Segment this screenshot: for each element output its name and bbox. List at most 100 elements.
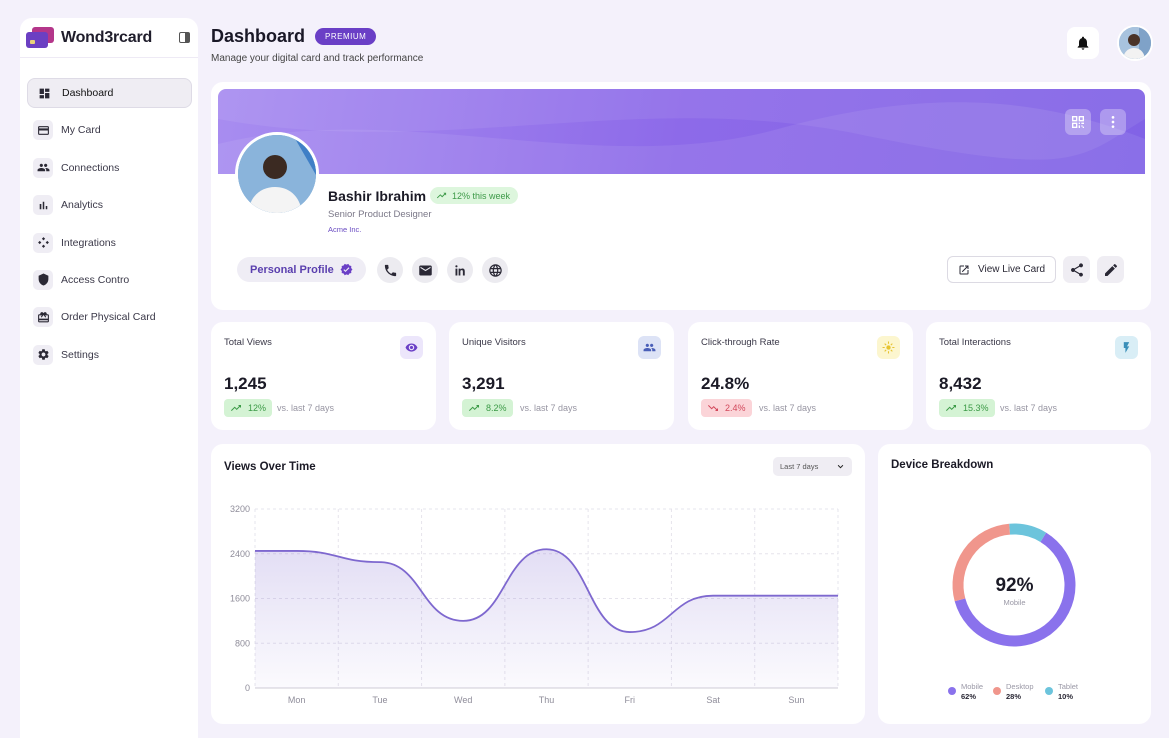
- page-subtitle: Manage your digital card and track perfo…: [211, 53, 424, 64]
- qr-code-icon: [1072, 116, 1084, 128]
- profile-card: Bashir Ibrahim 12% this week Senior Prod…: [211, 82, 1151, 310]
- brand-logo-icon: [26, 26, 54, 49]
- y-tick-label: 0: [245, 683, 250, 693]
- linkedin-button[interactable]: [447, 257, 473, 283]
- sidebar-item-analytics[interactable]: Analytics: [27, 190, 192, 220]
- brand-name: Wond3rcard: [61, 28, 153, 46]
- phone-button[interactable]: [377, 257, 403, 283]
- stat-card-unique-visitors: Unique Visitors 3,291 8.2% vs. last 7 da…: [449, 322, 674, 430]
- weekly-growth-badge: 12% this week: [430, 187, 519, 204]
- stat-change-badge: 8.2%: [462, 399, 513, 417]
- bell-icon: [1077, 36, 1089, 50]
- stat-change-value: 15.3%: [963, 403, 989, 413]
- sidebar-item-settings[interactable]: Settings: [27, 340, 192, 370]
- device-donut-chart: [952, 523, 1076, 647]
- device-breakdown-card: Device Breakdown 92% Mobile Mobile 62% De…: [878, 444, 1151, 724]
- stat-change-badge: 12%: [224, 399, 273, 417]
- sidebar-item-label: Access Contro: [61, 273, 130, 286]
- page-title: Dashboard: [211, 26, 306, 46]
- stat-comparison: vs. last 7 days: [520, 403, 578, 413]
- donut-segment-desktop: [952, 523, 1011, 602]
- bar-chart-icon: [33, 195, 53, 216]
- verified-icon: [340, 263, 353, 276]
- email-button[interactable]: [412, 257, 438, 283]
- phone-icon: [384, 264, 396, 276]
- profile-type-label: Personal Profile: [250, 263, 334, 276]
- stat-label: Total Interactions: [939, 337, 1011, 348]
- more-options-button[interactable]: [1100, 109, 1126, 135]
- website-button[interactable]: [482, 257, 508, 283]
- qr-code-button[interactable]: [1065, 109, 1091, 135]
- sidebar-item-label: Settings: [61, 348, 99, 361]
- sidebar-item-access-control[interactable]: Access Contro: [27, 265, 192, 295]
- edit-button[interactable]: [1097, 256, 1124, 283]
- shield-icon: [33, 269, 53, 290]
- legend-dot: [1045, 687, 1053, 695]
- date-range-select[interactable]: Last 7 days: [773, 457, 852, 476]
- sidebar-item-label: Integrations: [61, 236, 116, 249]
- donut-segment-tablet: [1009, 523, 1047, 543]
- sidebar-item-label: Dashboard: [62, 87, 114, 99]
- stat-change-badge: 15.3%: [939, 399, 995, 417]
- premium-badge: PREMIUM: [315, 28, 377, 45]
- stat-change-value: 8.2%: [486, 403, 507, 413]
- profile-company[interactable]: Acme Inc.: [328, 225, 362, 234]
- view-live-card-label: View Live Card: [978, 264, 1046, 275]
- share-icon: [1070, 262, 1083, 277]
- sidebar-item-order-physical-card[interactable]: Order Physical Card: [27, 302, 192, 332]
- x-tick-label: Mon: [288, 695, 306, 705]
- chevron-down-icon: [837, 464, 844, 469]
- profile-type-badge[interactable]: Personal Profile: [237, 257, 366, 282]
- x-tick-label: Sun: [788, 695, 804, 705]
- profile-name: Bashir Ibrahim: [328, 188, 427, 204]
- stat-value: 3,291: [462, 374, 505, 393]
- profile-banner: [218, 89, 1145, 174]
- sidebar-item-label: Analytics: [61, 199, 104, 212]
- stat-card-total-views: Total Views 1,245 12% vs. last 7 days: [211, 322, 436, 430]
- legend-value: 62%: [961, 692, 977, 701]
- area-fill: [255, 549, 838, 688]
- external-link-icon: [959, 265, 969, 274]
- stat-comparison: vs. last 7 days: [277, 403, 335, 413]
- sidebar-item-my-card[interactable]: My Card: [27, 115, 192, 145]
- stat-label: Click-through Rate: [701, 337, 780, 348]
- bolt-icon: [1115, 336, 1138, 359]
- sidebar-item-label: Connections: [61, 161, 120, 174]
- y-tick-label: 3200: [230, 504, 250, 514]
- device-title: Device Breakdown: [891, 459, 994, 471]
- date-range-value: Last 7 days: [780, 462, 819, 471]
- people-icon: [33, 157, 53, 178]
- share-button[interactable]: [1063, 256, 1090, 283]
- integrations-icon: [33, 232, 53, 253]
- stat-card-total-interactions: Total Interactions 8,432 15.3% vs. last …: [926, 322, 1151, 430]
- legend-item-mobile: Mobile 62%: [948, 682, 983, 702]
- page-header: Dashboard PREMIUM Manage your digital ca…: [211, 26, 423, 64]
- user-avatar[interactable]: [1117, 25, 1153, 61]
- stat-change-badge: 2.4%: [701, 399, 752, 417]
- sidebar-item-label: Order Physical Card: [61, 311, 156, 324]
- weekly-growth-text: 12% this week: [452, 190, 511, 201]
- donut-center-label: Mobile: [1003, 598, 1026, 607]
- sidebar-item-dashboard[interactable]: Dashboard: [27, 78, 192, 108]
- legend-item-desktop: Desktop 28%: [993, 682, 1034, 702]
- legend-dot: [993, 687, 1001, 695]
- views-line-chart: 0 800 1600 2400 3200 Mon Tue Wed Thu Fri Sat Sun: [230, 504, 839, 705]
- stat-change-value: 2.4%: [725, 403, 746, 413]
- notifications-button[interactable]: [1067, 27, 1099, 59]
- legend-item-tablet: Tablet 10%: [1045, 682, 1078, 702]
- dashboard-icon: [34, 83, 54, 103]
- collapse-sidebar-icon[interactable]: [179, 32, 190, 43]
- sidebar-item-integrations[interactable]: Integrations: [27, 228, 192, 258]
- stat-label: Total Views: [224, 337, 272, 348]
- trending-up-icon: [231, 405, 241, 411]
- view-live-card-button[interactable]: View Live Card: [947, 256, 1057, 283]
- x-tick-label: Tue: [372, 695, 387, 705]
- more-vertical-icon: [1111, 116, 1115, 128]
- views-chart-card: Views Over Time Last 7 days 0 800 1600 2400…: [211, 444, 865, 724]
- people-icon: [638, 336, 661, 359]
- legend-dot: [948, 687, 956, 695]
- sidebar-item-connections[interactable]: Connections: [27, 153, 192, 183]
- linkedin-icon: [454, 264, 465, 275]
- trending-down-icon: [708, 405, 718, 411]
- sidebar-item-label: My Card: [61, 124, 101, 137]
